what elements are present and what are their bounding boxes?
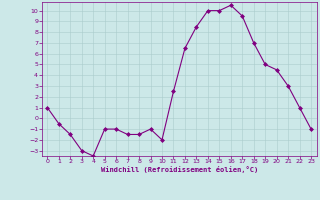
- X-axis label: Windchill (Refroidissement éolien,°C): Windchill (Refroidissement éolien,°C): [100, 166, 258, 173]
